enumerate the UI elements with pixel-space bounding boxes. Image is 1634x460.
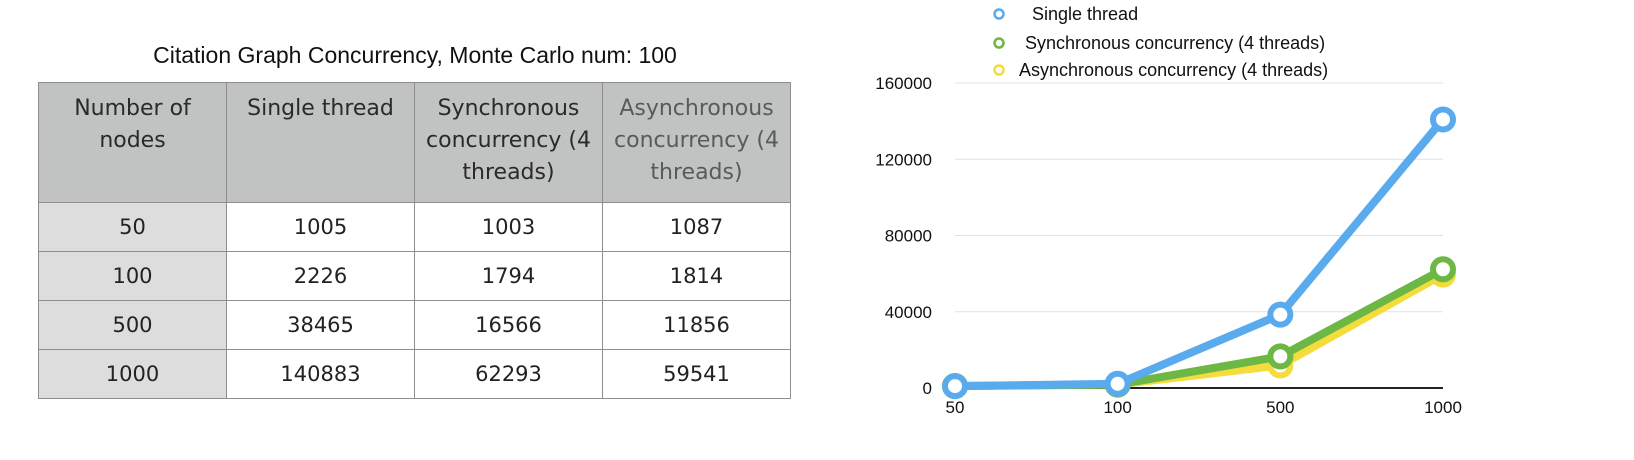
results-table: Number of nodes Single thread Synchronou…: [38, 82, 791, 399]
data-point: [942, 373, 968, 400]
table-row: 100 2226 1794 1814: [38, 251, 791, 301]
data-point: [1430, 106, 1456, 133]
data-point: [1267, 343, 1294, 370]
y-tick-label: 40000: [885, 303, 932, 322]
cell-async: 59541: [602, 349, 791, 399]
header-synchronous: Synchronous concurrency (4 threads): [414, 82, 603, 203]
y-tick-label: 160000: [875, 74, 932, 93]
data-point: [1104, 370, 1131, 397]
cell-single: 38465: [226, 300, 415, 350]
y-tick-label: 0: [923, 379, 932, 398]
cell-nodes: 1000: [38, 349, 227, 399]
cell-single: 1005: [226, 202, 415, 252]
legend-marker: [993, 64, 1005, 76]
x-tick-label: 500: [1266, 398, 1294, 417]
data-point: [1430, 256, 1456, 283]
legend-label: Asynchronous concurrency (4 threads): [1019, 60, 1328, 80]
cell-sync: 16566: [414, 300, 603, 350]
table-row: 1000 140883 62293 59541: [38, 349, 791, 399]
x-tick-label: 100: [1103, 398, 1131, 417]
cell-nodes: 50: [38, 202, 227, 252]
y-tick-label: 120000: [875, 150, 932, 169]
cell-single: 2226: [226, 251, 415, 301]
legend-label: Synchronous concurrency (4 threads): [1025, 33, 1325, 53]
cell-sync: 62293: [414, 349, 603, 399]
cell-async: 11856: [602, 300, 791, 350]
data-point: [1267, 301, 1294, 328]
legend-marker: [993, 37, 1005, 49]
cell-single: 140883: [226, 349, 415, 399]
table-row: 500 38465 16566 11856: [38, 300, 791, 350]
legend-label: Single thread: [1032, 4, 1138, 24]
table-row: 50 1005 1003 1087: [38, 202, 791, 252]
header-number-of-nodes: Number of nodes: [38, 82, 227, 203]
cell-async: 1814: [602, 251, 791, 301]
y-tick-label: 80000: [885, 227, 932, 246]
cell-sync: 1794: [414, 251, 603, 301]
series-line: [951, 115, 1447, 391]
x-tick-label: 1000: [1424, 398, 1462, 417]
table-title: Citation Graph Concurrency, Monte Carlo …: [153, 42, 677, 68]
header-single-thread: Single thread: [226, 82, 415, 203]
cell-async: 1087: [602, 202, 791, 252]
series-line: [951, 265, 1447, 391]
cell-nodes: 500: [38, 300, 227, 350]
legend-marker: [993, 8, 1005, 20]
table-header-row: Number of nodes Single thread Synchronou…: [38, 82, 791, 203]
x-tick-label: 50: [946, 398, 965, 417]
